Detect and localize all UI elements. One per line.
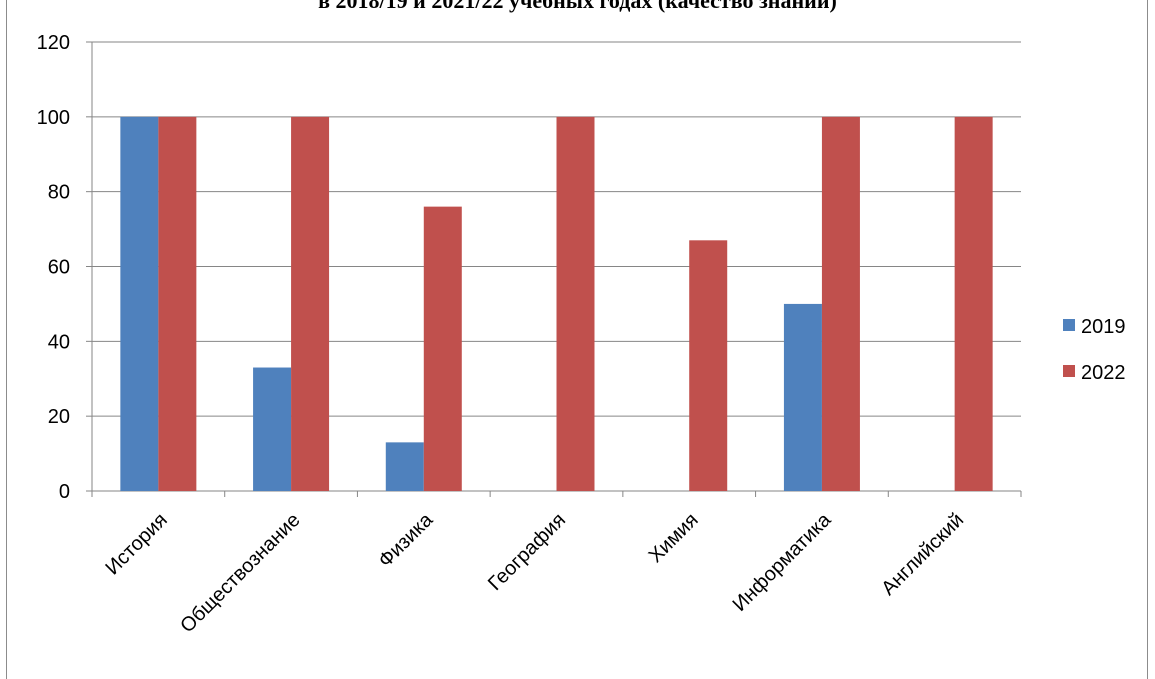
bar-2019-6 [783, 303, 822, 491]
bar-2022-4 [556, 116, 595, 491]
bar-2022-2 [291, 116, 330, 491]
legend-label-2019: 2019 [1081, 316, 1126, 338]
y-tick-label: 40 [48, 331, 70, 353]
legend-swatch-2022 [1063, 365, 1075, 377]
x-category-label: Физика [374, 508, 438, 572]
y-tick-label: 60 [48, 257, 70, 279]
bar-2022-1 [158, 116, 197, 491]
x-category-label: География [484, 509, 570, 595]
chart-title: в 2018/19 и 2021/22 учебных годах (качес… [318, 0, 837, 13]
chart-frame [6, 0, 1148, 679]
y-tick-label: 100 [37, 107, 70, 129]
legend-label-2022: 2022 [1081, 362, 1126, 384]
x-category-label: Информатика [729, 508, 837, 616]
y-tick-label: 0 [59, 481, 70, 503]
bar-2022-6 [821, 116, 860, 491]
bar-2022-5 [689, 240, 728, 491]
x-category-label: Химия [645, 509, 703, 567]
x-category-label: Обществознание [176, 509, 304, 637]
bar-2022-3 [423, 206, 462, 491]
legend-swatch-2019 [1063, 319, 1075, 331]
bar-2019-2 [253, 367, 292, 491]
y-tick-label: 20 [48, 406, 70, 428]
bar-2019-3 [385, 442, 424, 491]
y-tick-label: 120 [37, 32, 70, 54]
bar-2019-1 [120, 116, 159, 491]
x-category-label: Английский [877, 509, 968, 600]
x-category-label: История [101, 509, 171, 579]
bar-2022-7 [954, 116, 993, 491]
y-tick-label: 80 [48, 182, 70, 204]
